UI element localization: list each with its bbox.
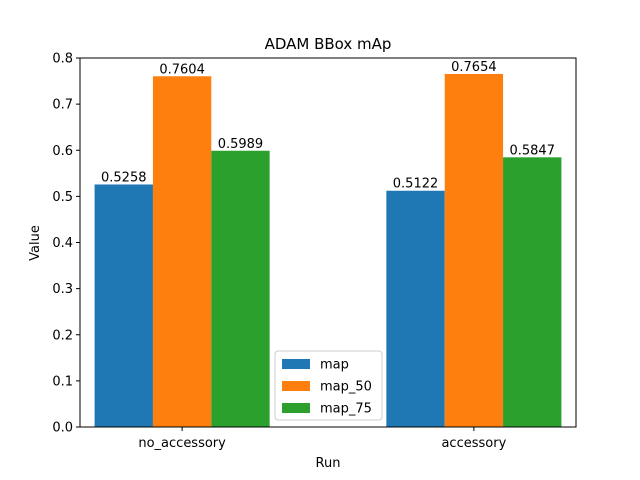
bar-map_75-accessory <box>503 157 562 427</box>
bar-map_50-accessory <box>444 73 504 427</box>
bar-map_50-no_accessory <box>152 76 212 427</box>
y-tick-label: 0.2 <box>52 328 73 343</box>
y-axis-label: Value <box>28 225 43 261</box>
x-tick-label: accessory <box>441 436 506 451</box>
y-tick-label: 0.4 <box>52 236 73 251</box>
bar-value-label: 0.7604 <box>159 62 205 77</box>
bar-map-accessory <box>386 190 445 427</box>
bars-group <box>94 73 562 427</box>
y-tick-label: 0.6 <box>52 144 73 159</box>
y-tick-label: 0.1 <box>52 374 73 389</box>
legend-label-map: map <box>320 358 349 373</box>
x-axis: no_accessory accessory <box>138 427 507 451</box>
legend-label-map_75: map_75 <box>320 402 372 417</box>
bar-map_75-no_accessory <box>211 150 270 427</box>
bar-value-label: 0.5258 <box>101 170 147 185</box>
y-tick-label: 0.5 <box>52 190 73 205</box>
x-tick-label: no_accessory <box>138 436 226 451</box>
x-axis-label: Run <box>316 456 341 471</box>
bar-value-label: 0.7654 <box>451 60 497 75</box>
legend-swatch-map_50 <box>282 381 310 391</box>
plot-frame <box>79 57 577 428</box>
y-tick-label: 0.0 <box>52 421 73 436</box>
legend: map map_50 map_75 <box>274 350 383 421</box>
y-tick-label: 0.8 <box>52 52 73 67</box>
legend-label-map_50: map_50 <box>320 380 372 395</box>
bar-value-label: 0.5989 <box>218 137 264 152</box>
bar-value-label: 0.5847 <box>509 143 555 158</box>
y-tick-label: 0.3 <box>52 282 73 297</box>
bar-value-label: 0.5122 <box>393 177 439 192</box>
legend-swatch-map <box>282 359 310 369</box>
legend-swatch-map_75 <box>282 403 310 413</box>
bar-labels-group: 0.5258 0.5122 0.7604 0.7654 0.5989 0.5847 <box>101 60 555 192</box>
chart-title: ADAM BBox mAp <box>265 35 392 53</box>
bar-map-no_accessory <box>94 184 153 427</box>
y-tick-label: 0.7 <box>52 98 73 113</box>
y-axis: 0.0 0.1 0.2 0.3 0.4 0.5 0.6 0.7 0.8 <box>52 52 80 436</box>
